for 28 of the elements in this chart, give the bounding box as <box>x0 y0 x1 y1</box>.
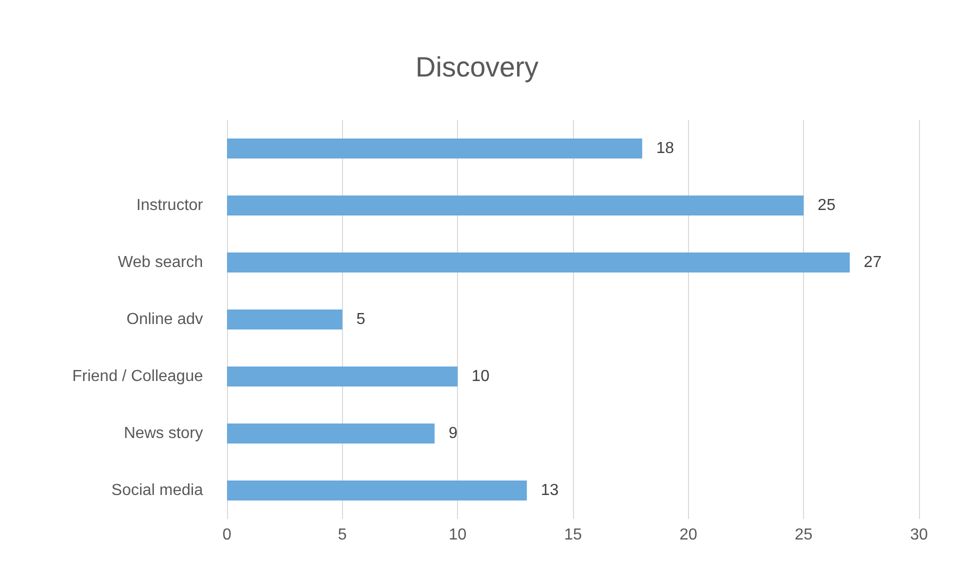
x-tick-label: 20 <box>679 526 698 544</box>
data-label: 13 <box>540 482 559 499</box>
y-tick-label: Web search <box>118 254 203 271</box>
y-tick-label: News story <box>124 425 203 442</box>
x-tick-label: 25 <box>794 526 813 544</box>
chart-title: Discovery <box>416 52 538 82</box>
data-label: 18 <box>656 140 674 157</box>
y-tick-label: Online adv <box>126 311 203 328</box>
data-label: 9 <box>448 425 458 442</box>
data-label: 10 <box>472 368 490 385</box>
bar <box>227 366 458 386</box>
data-label: 25 <box>818 197 836 214</box>
data-label: 5 <box>356 311 366 328</box>
bar <box>227 480 527 500</box>
bar <box>227 424 435 444</box>
bar <box>227 252 850 272</box>
x-tick-label: 0 <box>222 526 232 544</box>
y-tick-label: Social media <box>111 482 204 499</box>
x-tick-label: 10 <box>448 526 467 544</box>
x-tick-label: 30 <box>910 526 928 544</box>
x-tick-label: 5 <box>338 526 347 544</box>
bar <box>227 196 804 216</box>
y-tick-label: Friend / Colleague <box>72 368 204 385</box>
y-tick-label: Instructor <box>136 197 204 214</box>
bar <box>227 310 342 330</box>
bar <box>227 138 642 158</box>
data-label: 27 <box>864 254 882 271</box>
x-tick-label: 15 <box>564 526 582 544</box>
